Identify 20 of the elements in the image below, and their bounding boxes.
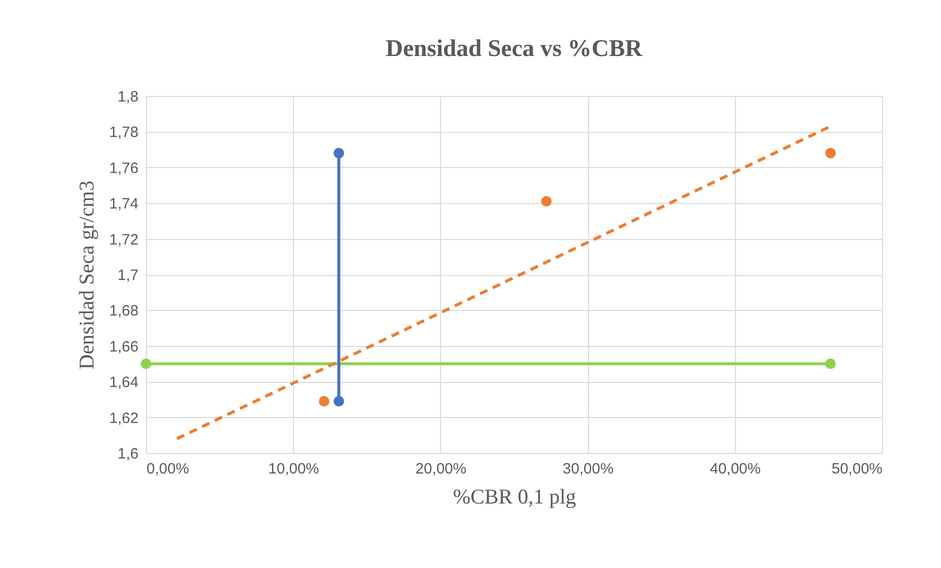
y-tick-label: 1,62	[109, 410, 138, 427]
y-axis-title: Densidad Seca gr/cm3	[74, 180, 98, 370]
x-tick-label: 0,00%	[146, 460, 190, 478]
x-tick-label: 30,00%	[562, 460, 614, 478]
y-tick-label: 1,78	[109, 124, 138, 142]
y-tick-label: 1,6	[118, 446, 138, 462]
x-tick-label: 20,00%	[415, 460, 466, 478]
y-tick-label: 1,66	[109, 338, 138, 356]
y-tick-label: 1,74	[109, 196, 138, 213]
y-tick-label: 1,64	[109, 374, 138, 392]
x-axis-title: %CBR 0,1 plg	[452, 484, 577, 508]
y-tick-label: 1,76	[109, 160, 138, 177]
y-tick-label: 1,72	[109, 231, 138, 248]
x-tick-label: 50,00%	[832, 460, 882, 478]
y-tick-label: 1,8	[118, 88, 138, 106]
y-tick-label: 1,68	[109, 302, 138, 320]
x-tick-label: 40,00%	[710, 460, 761, 478]
chart-title: Densidad Seca vs %CBR	[386, 36, 644, 62]
y-tick-label: 1,7	[118, 267, 138, 284]
x-tick-label: 10,00%	[268, 460, 320, 478]
